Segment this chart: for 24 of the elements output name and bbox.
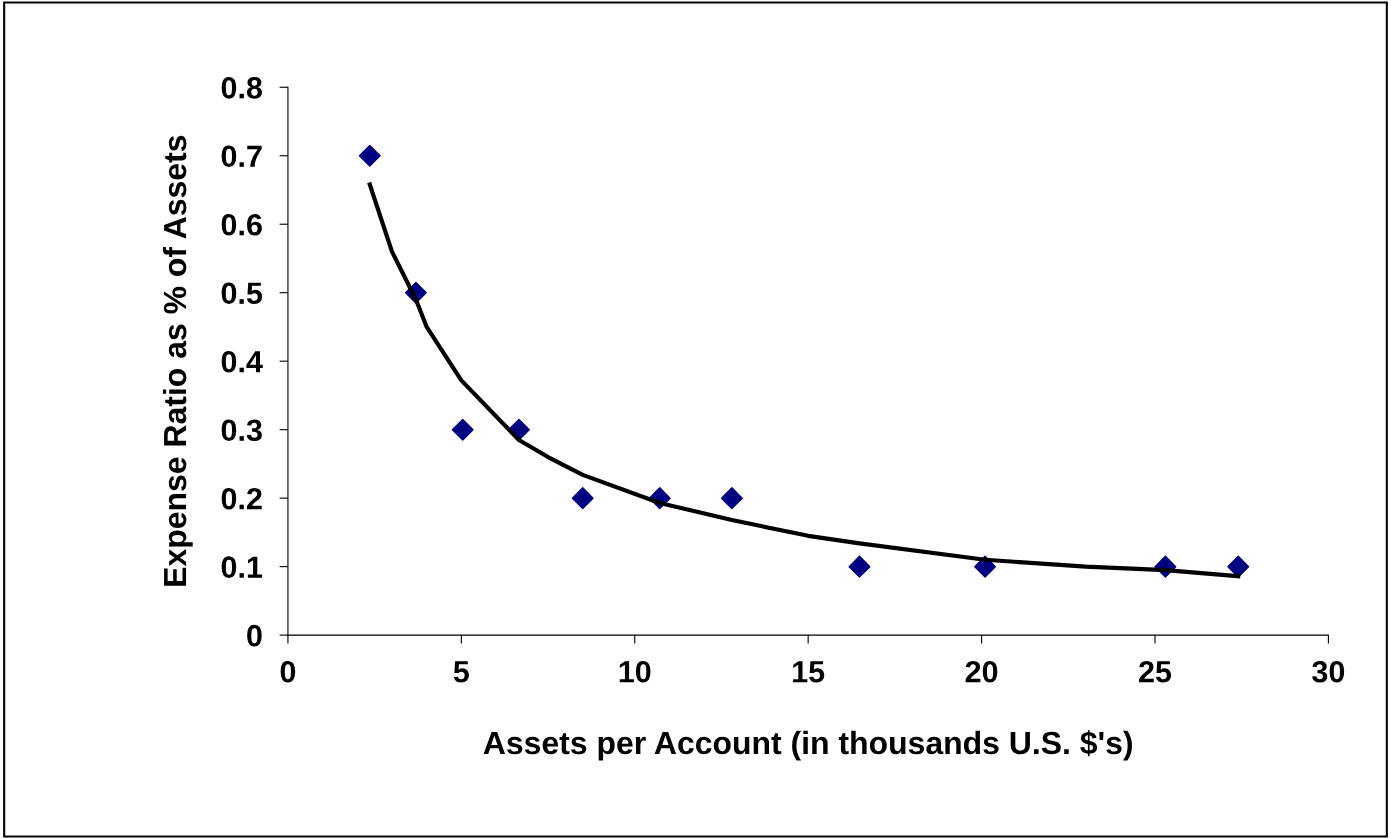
y-tick-label: 0.8 (221, 76, 262, 99)
x-tick-label: 30 (1312, 660, 1345, 683)
x-tick-label: 20 (965, 660, 998, 683)
x-tick-label: 5 (453, 661, 469, 683)
y-tick-label: 0.1 (221, 556, 263, 579)
point (1227, 555, 1250, 578)
x-tick-label: 0 (280, 660, 296, 683)
y-tick-label: 0.5 (221, 282, 263, 305)
y-tick-label: 0 (247, 624, 262, 647)
x-tick-label: 10 (619, 660, 651, 683)
y-tick-label: 0.4 (221, 350, 263, 373)
y-tick-label: 0.2 (221, 487, 262, 510)
x-tick-label: 15 (793, 661, 825, 683)
y-tick-label: 0.6 (221, 213, 262, 236)
x-axis-title: Assets per Account (in thousands U.S. $'s) (483, 730, 1132, 761)
y-axis-title: Expense Ratio as % of Assets (162, 135, 193, 586)
point (358, 144, 381, 167)
point (720, 487, 743, 510)
x-tick-label: 25 (1139, 660, 1172, 683)
y-tick-label: 0.7 (221, 145, 262, 168)
point (571, 487, 594, 510)
y-tick-label: 0.3 (221, 419, 262, 442)
point (451, 418, 474, 441)
point (848, 555, 871, 578)
